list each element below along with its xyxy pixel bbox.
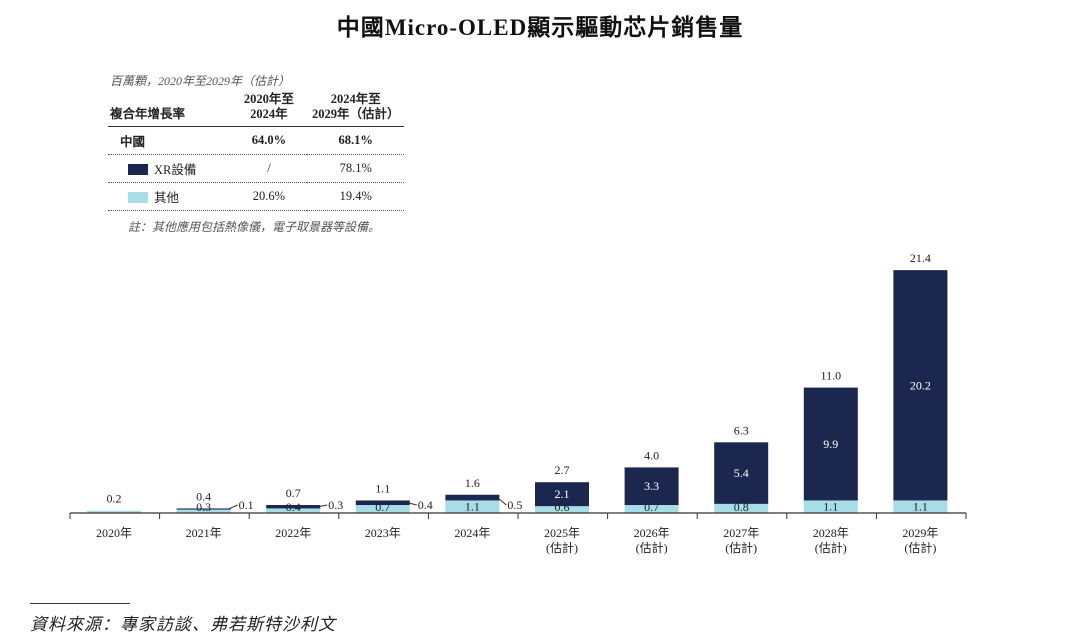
other-value-label: 0.7 [644,500,659,514]
cagr-table-header: 複合年增長率 2020年至 2024年 2024年至 2029年（估計） [108,90,404,127]
other-value-label: 0.8 [734,500,749,514]
x-tick-label: 2024年 [454,526,490,540]
x-tick-label: (估計) [904,540,936,555]
chart-title: 中國Micro-OLED顯示驅動芯片銷售量 [336,15,744,40]
other-value-label: 0.7 [375,500,390,514]
bar-xr [803,387,858,501]
total-label: 0.7 [286,486,301,500]
total-label: 1.1 [375,481,390,495]
cagr-row-label-cell: XR設備 [108,154,231,183]
other-value-label: 1.1 [823,500,838,514]
x-tick-label: 2025年 [544,526,580,540]
xr-value-label: 0.3 [328,498,343,512]
bar-other [624,505,679,513]
x-tick-label: (估計) [636,540,668,555]
xr-label-leader [318,504,328,508]
bar-other [535,506,589,513]
total-label: 0.2 [107,492,122,506]
cagr-col1-line1: 2020年至 [243,92,294,106]
cagr-col2-header: 2024年至 2029年（估計） [307,90,404,127]
cagr-row-label: XR設備 [154,163,197,177]
cagr-row-value: 64.0% [251,133,287,147]
total-label: 11.0 [821,369,842,383]
bar-xr [176,508,231,510]
bar-other [714,503,769,513]
cagr-header-label: 複合年增長率 [108,90,231,127]
other-value-label: 0.6 [555,500,570,514]
cagr-row-value: 78.1% [307,154,404,183]
xr-value-label: 9.9 [823,437,838,451]
cagr-table: 複合年增長率 2020年至 2024年 2024年至 2029年（估計） 中國 64… [108,90,404,211]
cagr-row-other: 其他 20.6% 19.4% [108,182,404,211]
bar-other [266,508,321,513]
cagr-row-value: 19.4% [307,182,404,211]
bar-other [893,500,948,513]
x-tick-label: (估計) [546,540,578,555]
source-rule [30,603,130,604]
total-label: 6.3 [734,423,749,437]
cagr-col2-line2: 2029年（估計） [311,107,400,121]
bar-xr [355,500,410,506]
unit-note: 百萬顆，2020年至2029年（估計） [110,74,291,88]
xr-value-label: 20.2 [910,378,931,392]
x-tick-label: 2027年 [723,526,759,540]
other-value-label: 0.3 [196,500,211,514]
cagr-row-label: 中國 [120,135,146,149]
cagr-row-label: 其他 [154,191,180,205]
other-value-label: 1.1 [913,500,928,514]
total-label: 2.7 [555,463,570,477]
x-tick-label: 2022年 [275,526,311,540]
other-value-label: 1.1 [465,500,480,514]
xr-label-leader [497,497,507,506]
cagr-col2-line1: 2024年至 [330,92,381,106]
cagr-row-xr: XR設備 / 78.1% [108,154,404,183]
bar-other [176,509,231,513]
bar-other [87,510,141,513]
xr-value-label: 2.1 [555,487,570,501]
bar-other [445,500,500,513]
x-tick-label: 2023年 [365,526,401,540]
xr-value-label: 0.5 [507,498,522,512]
total-label: 1.6 [465,476,480,490]
cagr-row-china: 中國 64.0% 68.1% [108,127,404,155]
cagr-row-value: / [230,154,308,183]
cagr-row-label-cell: 其他 [108,182,231,211]
x-tick-label: (估計) [815,540,847,555]
bar-xr [624,467,679,506]
xr-value-label: 5.4 [734,466,749,480]
bar-xr [535,482,589,507]
xr-value-label: 0.1 [239,498,254,512]
xr-value-label: 3.3 [644,479,659,493]
footnote: 註：其他應用包括熱像儀，電子取景器等設備。 [128,220,381,234]
total-label: 21.4 [910,251,931,265]
bar-xr [893,270,948,501]
x-tick-label: 2026年 [634,526,670,540]
other-legend-swatch [128,192,148,203]
total-label: 0.4 [196,489,211,503]
xr-label-leader [407,502,417,506]
xr-label-leader [228,504,238,510]
other-value-label: 0.4 [286,500,301,514]
cagr-col1-header: 2020年至 2024年 [230,90,308,127]
xr-value-label: 0.4 [418,498,433,512]
bar-xr [714,442,769,504]
cagr-row-value: 20.6% [230,182,308,211]
x-tick-label: (估計) [725,540,757,555]
source-note: 資料來源：專家訪談、弗若斯特沙利文 [30,615,336,634]
x-tick-label: 2021年 [186,526,222,540]
xr-legend-swatch [128,164,148,175]
bar-xr [266,505,321,509]
x-tick-label: 2020年 [96,526,132,540]
bar-other [355,505,410,513]
bar-xr [445,494,500,501]
x-tick-label: 2029年 [902,526,938,540]
x-tick-label: 2028年 [813,526,849,540]
bar-other [803,500,858,513]
total-label: 4.0 [644,448,659,462]
cagr-row-value: 68.1% [338,133,373,147]
cagr-col1-line2: 2024年 [250,107,288,121]
